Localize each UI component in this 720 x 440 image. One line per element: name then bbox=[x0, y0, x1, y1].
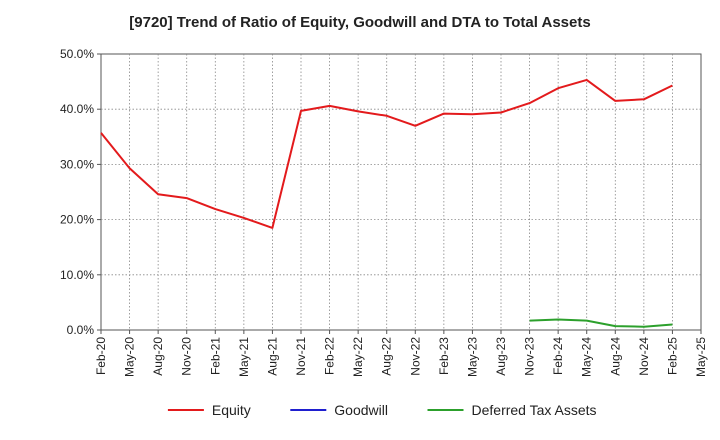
x-tick-label: Nov-21 bbox=[294, 337, 308, 376]
x-tick-label: Feb-21 bbox=[208, 337, 222, 375]
x-tick-label: Aug-21 bbox=[265, 337, 279, 376]
x-tick-label: Nov-23 bbox=[523, 337, 537, 376]
series-line-equity bbox=[100, 78, 673, 229]
x-tick-label: Aug-23 bbox=[494, 337, 508, 376]
chart-title: [9720] Trend of Ratio of Equity, Goodwil… bbox=[129, 14, 591, 31]
y-tick-label: 20.0% bbox=[60, 213, 94, 227]
x-tick-label: Nov-20 bbox=[180, 337, 194, 376]
legend-label-goodwill: Goodwill bbox=[334, 402, 388, 418]
legend-label-equity: Equity bbox=[212, 402, 251, 418]
x-axis-ticks: Feb-20 May-20 Aug-20 Nov-20 Feb-21 May-21 Aug-… bbox=[94, 330, 708, 377]
plot-area bbox=[100, 53, 702, 331]
x-tick-label: Feb-24 bbox=[551, 337, 565, 375]
x-tick-label: May-24 bbox=[580, 337, 594, 377]
y-tick-label: 50.0% bbox=[60, 47, 94, 61]
series-lines bbox=[100, 78, 673, 328]
x-tick-label: Aug-20 bbox=[151, 337, 165, 376]
x-tick-label: May-23 bbox=[465, 337, 479, 377]
x-tick-label: Aug-22 bbox=[380, 337, 394, 376]
x-tick-label: Feb-25 bbox=[665, 337, 679, 375]
x-tick-label: Feb-23 bbox=[437, 337, 451, 375]
y-axis-ticks: 0.0% 10.0% 20.0% 30.0% 40.0% 50.0% bbox=[60, 47, 101, 337]
y-tick-label: 10.0% bbox=[60, 268, 94, 282]
x-tick-label: May-21 bbox=[237, 337, 251, 377]
legend: Equity Goodwill Deferred Tax Assets bbox=[167, 402, 597, 418]
y-tick-label: 0.0% bbox=[67, 323, 95, 337]
x-tick-label: Feb-20 bbox=[94, 337, 108, 375]
x-tick-label: Nov-22 bbox=[408, 337, 422, 376]
x-tick-label: May-22 bbox=[351, 337, 365, 377]
x-tick-label: Nov-24 bbox=[637, 337, 651, 376]
x-tick-label: May-20 bbox=[123, 337, 137, 377]
legend-label-deferred-tax-assets: Deferred Tax Assets bbox=[472, 402, 597, 418]
x-tick-label: Aug-24 bbox=[608, 337, 622, 376]
y-tick-label: 40.0% bbox=[60, 102, 94, 116]
x-tick-label: Feb-22 bbox=[323, 337, 337, 375]
y-tick-label: 30.0% bbox=[60, 157, 94, 171]
x-tick-label: May-25 bbox=[694, 337, 708, 377]
series-line-deferred-tax-assets bbox=[529, 318, 673, 328]
